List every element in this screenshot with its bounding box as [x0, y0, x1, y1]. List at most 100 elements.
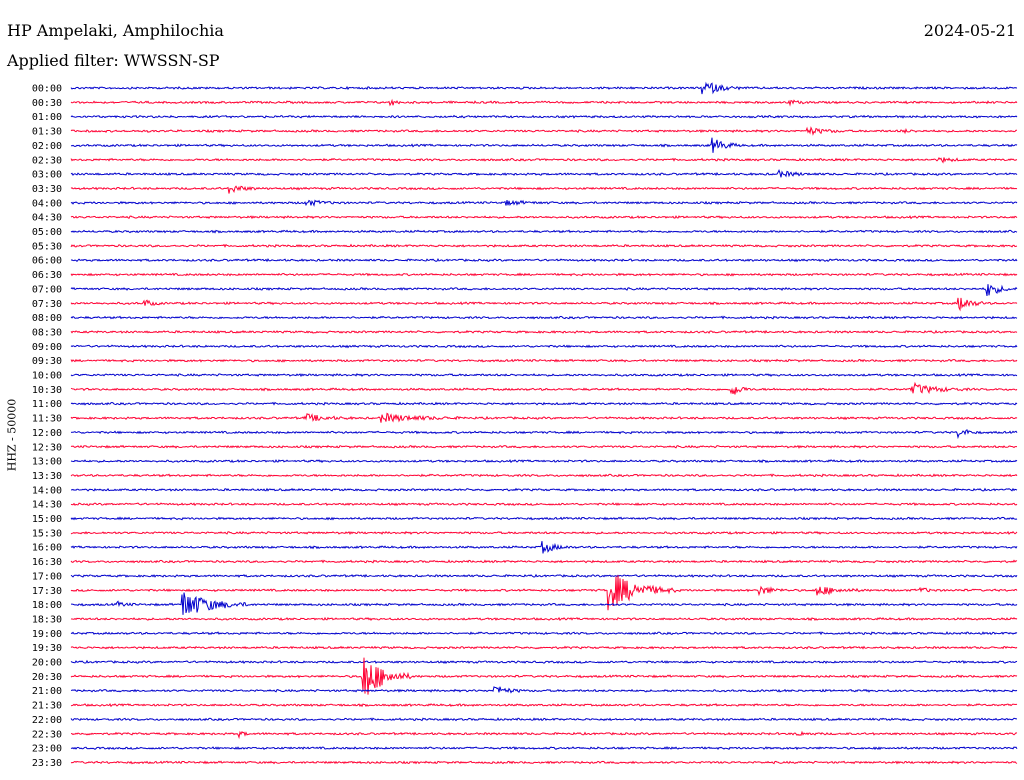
row-tick-label: 14:00	[32, 485, 62, 496]
trace-row-1930	[70, 645, 1018, 650]
row-tick-label: 19:00	[32, 629, 62, 640]
trace-row-1430	[70, 502, 1018, 507]
trace-row-0630	[70, 272, 1018, 277]
row-tick-label: 03:00	[32, 170, 62, 181]
trace-row-1700	[70, 573, 1018, 578]
row-tick-label: 05:30	[32, 241, 62, 252]
row-tick-label: 10:30	[32, 385, 62, 396]
trace-row-0600	[70, 258, 1018, 263]
row-tick-label: 09:30	[32, 356, 62, 367]
row-tick-label: 02:30	[32, 155, 62, 166]
trace-row-0030	[70, 98, 1018, 107]
row-tick-label: 04:00	[32, 198, 62, 209]
trace-row-0930	[70, 358, 1018, 363]
row-tick-label: 21:00	[32, 686, 62, 697]
trace-row-1500	[70, 516, 1018, 521]
trace-row-0230	[70, 156, 1018, 164]
row-tick-label: 11:30	[32, 414, 62, 425]
trace-row-0300	[70, 169, 1018, 178]
row-tick-label: 17:30	[32, 586, 62, 597]
trace-row-0530	[70, 243, 1018, 248]
row-tick-label: 03:30	[32, 184, 62, 195]
trace-row-0330	[70, 185, 1018, 194]
trace-row-1200	[70, 429, 1018, 440]
trace-row-1530	[70, 530, 1018, 535]
trace-row-0730	[70, 297, 1018, 312]
row-tick-label: 06:00	[32, 256, 62, 267]
row-tick-label: 14:30	[32, 500, 62, 511]
row-tick-label: 05:00	[32, 227, 62, 238]
row-tick-label: 17:00	[32, 571, 62, 582]
trace-row-1600	[70, 541, 1018, 554]
trace-row-2130	[70, 703, 1018, 708]
row-tick-label: 08:00	[32, 313, 62, 324]
row-tick-label: 09:00	[32, 342, 62, 353]
row-tick-label: 15:30	[32, 528, 62, 539]
trace-row-2000	[70, 659, 1018, 665]
row-tick-label: 16:00	[32, 543, 62, 554]
row-tick-label: 16:30	[32, 557, 62, 568]
trace-row-0800	[70, 315, 1018, 320]
row-tick-label: 13:00	[32, 457, 62, 468]
trace-row-1130	[70, 412, 1018, 423]
trace-row-1900	[70, 631, 1018, 636]
row-tick-label: 12:00	[32, 428, 62, 439]
trace-row-0430	[70, 215, 1018, 220]
row-tick-label: 18:30	[32, 614, 62, 625]
row-tick-label: 20:30	[32, 672, 62, 683]
trace-row-1030	[70, 381, 1018, 395]
row-tick-label: 23:30	[32, 758, 62, 769]
row-tick-label: 19:30	[32, 643, 62, 654]
trace-row-2030	[70, 657, 1018, 695]
trace-row-2200	[70, 717, 1018, 722]
station-title: HP Ampelaki, Amphilochia	[7, 21, 224, 40]
trace-row-0000	[70, 81, 1018, 95]
trace-row-1300	[70, 459, 1018, 464]
trace-row-2100	[70, 686, 1018, 694]
row-tick-label: 18:00	[32, 600, 62, 611]
row-tick-label: 06:30	[32, 270, 62, 281]
trace-row-1800	[70, 592, 1018, 615]
trace-row-0700	[70, 284, 1018, 297]
row-tick-label: 13:30	[32, 471, 62, 482]
trace-row-1730	[70, 575, 1018, 611]
row-tick-label: 01:00	[32, 112, 62, 123]
row-tick-label: 07:30	[32, 299, 62, 310]
trace-row-1330	[70, 473, 1018, 478]
trace-row-2300	[70, 745, 1018, 751]
trace-row-1830	[70, 616, 1018, 622]
row-tick-label: 07:00	[32, 284, 62, 295]
row-tick-label: 10:00	[32, 371, 62, 382]
row-tick-label: 01:30	[32, 127, 62, 138]
trace-row-1630	[70, 559, 1018, 564]
row-tick-label: 22:00	[32, 715, 62, 726]
trace-row-1000	[70, 372, 1018, 378]
trace-row-0900	[70, 344, 1018, 349]
row-tick-label: 04:30	[32, 213, 62, 224]
trace-row-0830	[70, 329, 1018, 334]
row-tick-label: 08:30	[32, 327, 62, 338]
row-tick-label: 22:30	[32, 729, 62, 740]
row-tick-label: 21:30	[32, 701, 62, 712]
row-tick-label: 12:30	[32, 442, 62, 453]
row-tick-label: 02:00	[32, 141, 62, 152]
filter-label: Applied filter: WWSSN-SP	[7, 51, 220, 70]
trace-row-2330	[70, 760, 1018, 765]
trace-row-2230	[70, 730, 1018, 740]
trace-row-0130	[70, 126, 1017, 136]
row-tick-label: 23:00	[32, 744, 62, 755]
row-tick-label: 00:00	[32, 84, 62, 95]
trace-row-1100	[70, 401, 1018, 406]
trace-row-0500	[70, 229, 1018, 234]
record-date: 2024-05-21	[923, 21, 1016, 40]
trace-row-1230	[70, 444, 1018, 449]
row-tick-label: 11:00	[32, 399, 62, 410]
row-tick-label: 15:00	[32, 514, 62, 525]
trace-row-0200	[70, 137, 1018, 153]
trace-row-1400	[70, 487, 1018, 492]
row-tick-label: 00:30	[32, 98, 62, 109]
row-tick-label: 20:00	[32, 658, 62, 669]
trace-row-0400	[70, 199, 1018, 207]
trace-row-0100	[70, 114, 1018, 119]
